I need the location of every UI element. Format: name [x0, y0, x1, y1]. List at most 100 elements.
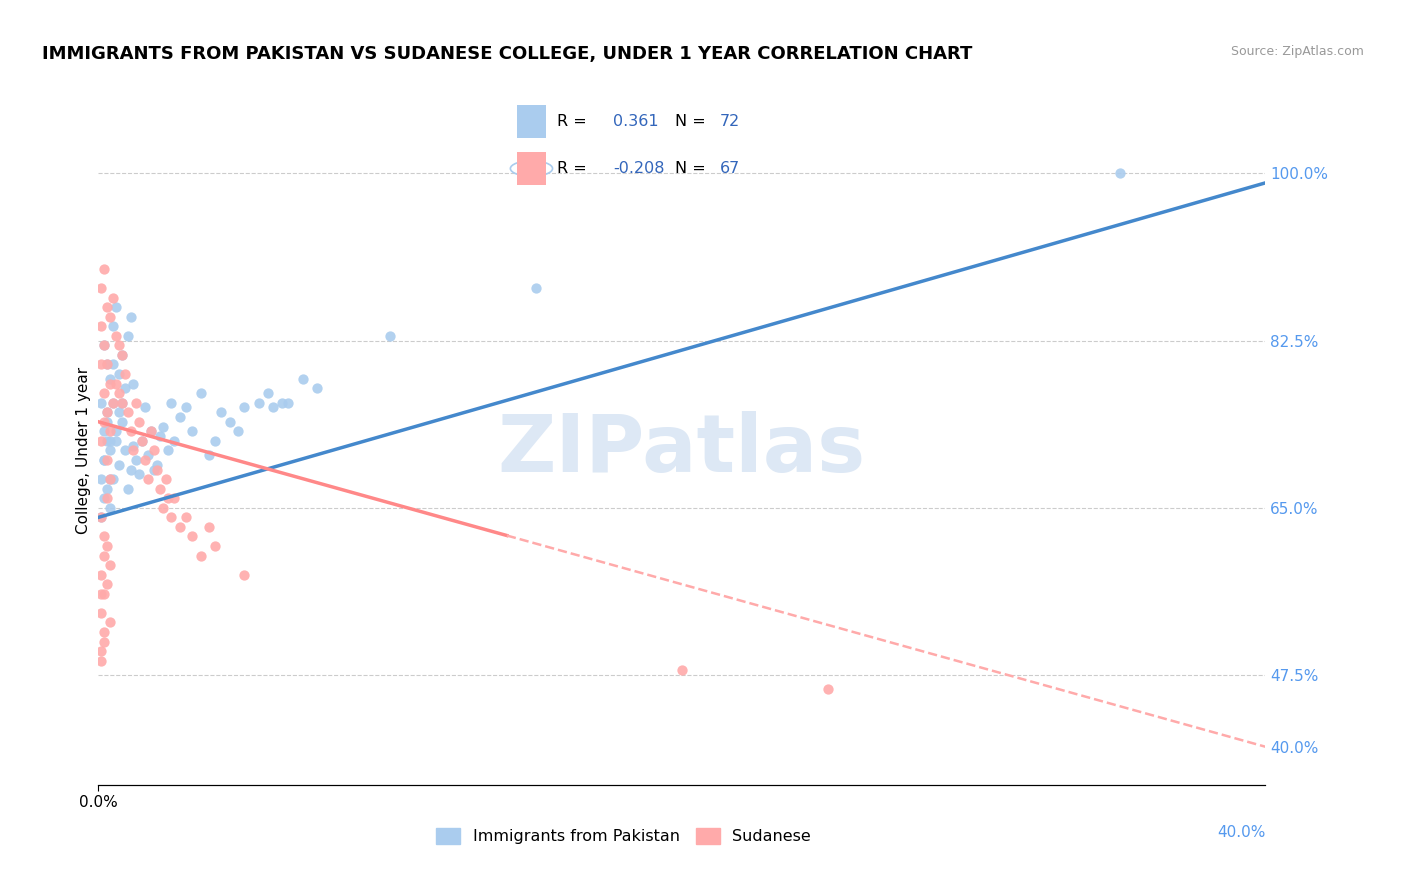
Point [90, 606, 112, 620]
Point [90, 358, 112, 372]
Point [120, 462, 142, 476]
Point [134, 401, 156, 415]
Point [120, 425, 142, 439]
Point [114, 381, 136, 395]
Point [136, 472, 159, 486]
Point [111, 415, 134, 429]
Point [98, 472, 121, 486]
Text: 72: 72 [720, 114, 740, 128]
Text: N =: N = [675, 161, 706, 176]
Point [90, 654, 112, 668]
Point [128, 415, 150, 429]
Point [204, 434, 226, 448]
Point [93, 415, 115, 429]
Point [247, 395, 270, 409]
Point [122, 376, 145, 391]
Bar [517, 153, 546, 185]
Point [90, 281, 112, 295]
Point [125, 453, 148, 467]
Point [117, 328, 139, 343]
Point [146, 462, 169, 476]
Point [93, 453, 115, 467]
Point [104, 328, 127, 343]
Point [136, 448, 159, 462]
Point [233, 567, 256, 582]
Point [96, 453, 118, 467]
Text: ZIPatlas: ZIPatlas [498, 411, 866, 490]
Point [96, 405, 118, 419]
Point [93, 625, 115, 640]
Point [98, 443, 121, 458]
Point [190, 549, 212, 563]
Point [163, 434, 186, 448]
Point [90, 644, 112, 658]
Point [204, 539, 226, 553]
Point [128, 467, 150, 482]
Point [93, 453, 115, 467]
Point [122, 439, 145, 453]
Text: IMMIGRANTS FROM PAKISTAN VS SUDANESE COLLEGE, UNDER 1 YEAR CORRELATION CHART: IMMIGRANTS FROM PAKISTAN VS SUDANESE COL… [42, 45, 973, 62]
Point [163, 491, 186, 506]
Point [90, 395, 112, 409]
Point [98, 310, 121, 324]
Point [98, 615, 121, 630]
Point [101, 358, 124, 372]
Point [380, 328, 402, 343]
Point [307, 381, 329, 395]
Point [93, 491, 115, 506]
Point [108, 338, 131, 352]
Point [160, 395, 183, 409]
Point [149, 429, 172, 443]
Point [169, 410, 191, 425]
Point [96, 482, 118, 496]
Point [96, 577, 118, 591]
Point [96, 434, 118, 448]
Point [149, 482, 172, 496]
Text: N =: N = [675, 114, 706, 128]
Point [277, 395, 299, 409]
Point [96, 300, 118, 314]
Point [98, 558, 121, 573]
Point [101, 291, 124, 305]
Point [93, 529, 115, 543]
Text: 0.361: 0.361 [613, 114, 658, 128]
Point [93, 587, 115, 601]
Text: -0.208: -0.208 [613, 161, 665, 176]
Point [114, 443, 136, 458]
Point [174, 510, 197, 524]
Point [90, 434, 112, 448]
Point [152, 500, 174, 515]
Text: Source: ZipAtlas.com: Source: ZipAtlas.com [1230, 45, 1364, 58]
Point [169, 520, 191, 534]
Point [125, 395, 148, 409]
Point [108, 405, 131, 419]
Point [101, 319, 124, 334]
Point [98, 372, 121, 386]
Point [90, 319, 112, 334]
Point [155, 472, 177, 486]
Point [101, 395, 124, 409]
Point [108, 386, 131, 401]
Point [134, 453, 156, 467]
Point [139, 425, 162, 439]
Point [96, 358, 118, 372]
Point [90, 510, 112, 524]
Point [117, 405, 139, 419]
Text: 67: 67 [720, 161, 740, 176]
Point [152, 419, 174, 434]
Point [180, 529, 202, 543]
Point [114, 367, 136, 381]
Y-axis label: College, Under 1 year: College, Under 1 year [76, 367, 91, 534]
Point [96, 358, 118, 372]
Point [90, 567, 112, 582]
Point [291, 372, 314, 386]
Point [190, 386, 212, 401]
Point [671, 663, 693, 677]
Point [111, 395, 134, 409]
Text: R =: R = [557, 114, 586, 128]
Point [104, 376, 127, 391]
Point [93, 425, 115, 439]
Point [122, 443, 145, 458]
Point [101, 395, 124, 409]
Point [98, 434, 121, 448]
